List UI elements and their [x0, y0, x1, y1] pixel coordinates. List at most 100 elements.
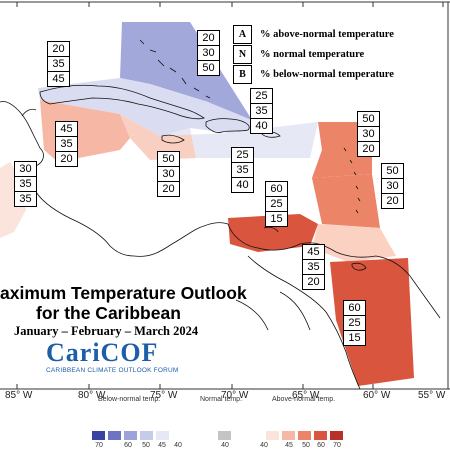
colorbar-below-swatch: [156, 431, 169, 440]
legend-key-below: B: [233, 64, 252, 84]
below-value: 20: [362, 143, 375, 155]
colorbar-above-title: Above-normal temp.: [272, 396, 336, 403]
below-value: 40: [255, 120, 268, 132]
colorbar-normal-tick: 40: [221, 442, 229, 449]
lon-label-85-bottom: 85° W: [5, 390, 33, 401]
region-jamaica: [120, 114, 196, 160]
lon-label-65-bottom: 65° W: [292, 390, 320, 401]
above-value: 60: [266, 182, 287, 197]
below-value: 40: [236, 179, 249, 191]
normal-value: 35: [56, 137, 77, 152]
forecast-box-hispaniola-pr: 25 35 40: [231, 147, 254, 193]
colorbar-normal-swatch: [218, 431, 231, 440]
lon-label-60-bottom: 60° W: [363, 390, 391, 401]
lon-label-75-top: 75° W: [152, 0, 180, 2]
forecast-box-bahamas: 20 30 50: [197, 30, 220, 76]
above-value: 20: [198, 31, 219, 46]
colorbar-above-swatch: [282, 431, 295, 440]
forecast-box-trinidad: 45 35 20: [302, 244, 325, 290]
lon-label-55-bottom: 55° W: [418, 390, 446, 401]
lon-label-65-top: 65° W: [294, 0, 322, 2]
region-central-america-west: [0, 162, 26, 238]
colorbar-above-tick: 60: [317, 442, 325, 449]
colorbar-above-tick: 40: [260, 442, 268, 449]
logo-subtitle: CARIBBEAN CLIMATE OUTLOOK FORUM: [46, 367, 179, 374]
forecast-box-belize-cayman: 45 35 20: [55, 121, 78, 167]
colorbar-below-title: Below-normal temp.: [98, 396, 161, 403]
caricof-logo: CariCOF CARIBBEAN CLIMATE OUTLOOK FORUM: [46, 339, 186, 379]
forecast-box-guianas: 60 25 15: [343, 300, 366, 346]
lon-label-55-top: 55° W: [418, 0, 446, 2]
forecast-box-jamaica: 50 30 20: [157, 151, 180, 197]
lon-label-80-bottom: 80° W: [78, 390, 106, 401]
forecast-box-windward: 50 30 20: [381, 163, 404, 209]
region-trinidad: [312, 224, 396, 262]
lon-label-70-top: 70° W: [223, 0, 251, 2]
map-title: aximum Temperature Outlook: [0, 283, 247, 303]
lon-label-60-top: 60° W: [364, 0, 392, 2]
region-abc-colombia: [228, 214, 318, 252]
below-value: 20: [386, 195, 399, 207]
below-value: 20: [162, 183, 175, 195]
below-value: 15: [270, 213, 283, 225]
forecast-box-turks-caicos: 25 35 40: [250, 88, 273, 134]
lon-label-70-bottom: 70° W: [221, 390, 249, 401]
normal-value: 30: [358, 127, 379, 142]
lon-label-85-top: 85° W: [5, 0, 33, 2]
colorbar-above-tick: 45: [285, 442, 293, 449]
colorbar-above-swatch: [330, 431, 343, 440]
forecast-box-abc-colombia: 60 25 15: [265, 181, 288, 227]
colorbar-below-tick: 60: [124, 442, 132, 449]
region-hispaniola-north: [190, 102, 252, 133]
legend-key-above: A: [233, 24, 252, 44]
above-value: 25: [232, 148, 253, 163]
region-guianas: [330, 258, 414, 386]
colorbar-above-tick: 70: [333, 442, 341, 449]
region-windward: [312, 174, 380, 228]
colorbar-below-tick: 45: [158, 442, 166, 449]
above-value: 50: [358, 112, 379, 127]
colorbar-above-swatch: [298, 431, 311, 440]
normal-value: 35: [232, 163, 253, 178]
colorbar-normal-title: Normal temp.: [200, 396, 243, 403]
colorbar-below-swatch: [124, 431, 137, 440]
legend-key-normal: N: [233, 44, 252, 64]
forecast-box-central-america-west: 30 35 35: [14, 161, 37, 207]
colorbar-below-swatch: [108, 431, 121, 440]
colorbar-below-swatch: [140, 431, 153, 440]
region-bahamas: [120, 22, 252, 122]
above-value: 50: [382, 164, 403, 179]
region-cuba: [38, 78, 208, 136]
below-value: 20: [60, 153, 73, 165]
normal-value: 35: [303, 260, 324, 275]
colorbar-below-tick: 70: [95, 442, 103, 449]
lon-label-80-top: 80° W: [83, 0, 111, 2]
below-value: 35: [19, 193, 32, 205]
normal-value: 35: [15, 177, 36, 192]
normal-value: 30: [158, 167, 179, 182]
map-title-line2: for the Caribbean: [36, 303, 181, 323]
colorbar-below-tick: 40: [174, 442, 182, 449]
above-value: 25: [251, 89, 272, 104]
above-value: 45: [303, 245, 324, 260]
lon-label-75-bottom: 75° W: [150, 390, 178, 401]
above-value: 60: [344, 301, 365, 316]
below-value: 50: [202, 62, 215, 74]
legend-row-normal: N % normal temperature: [233, 44, 394, 64]
legend-text-below: % below-normal temperature: [260, 68, 394, 80]
normal-value: 25: [266, 197, 287, 212]
colorbar-above-swatch: [314, 431, 327, 440]
legend-row-below: B % below-normal temperature: [233, 64, 394, 84]
above-value: 30: [15, 162, 36, 177]
colorbar-below-swatch: [92, 431, 105, 440]
probability-legend: A % above-normal temperature N % normal …: [233, 24, 394, 84]
colorbar-above-tick: 50: [302, 442, 310, 449]
normal-value: 35: [251, 104, 272, 119]
normal-value: 35: [48, 57, 69, 72]
logo-name: CariCOF: [46, 338, 159, 367]
legend-text-normal: % normal temperature: [260, 48, 365, 60]
forecast-period: January – February – March 2024: [14, 324, 199, 338]
forecast-box-cuba: 20 35 45: [47, 41, 70, 87]
legend-text-above: % above-normal temperature: [260, 28, 394, 40]
